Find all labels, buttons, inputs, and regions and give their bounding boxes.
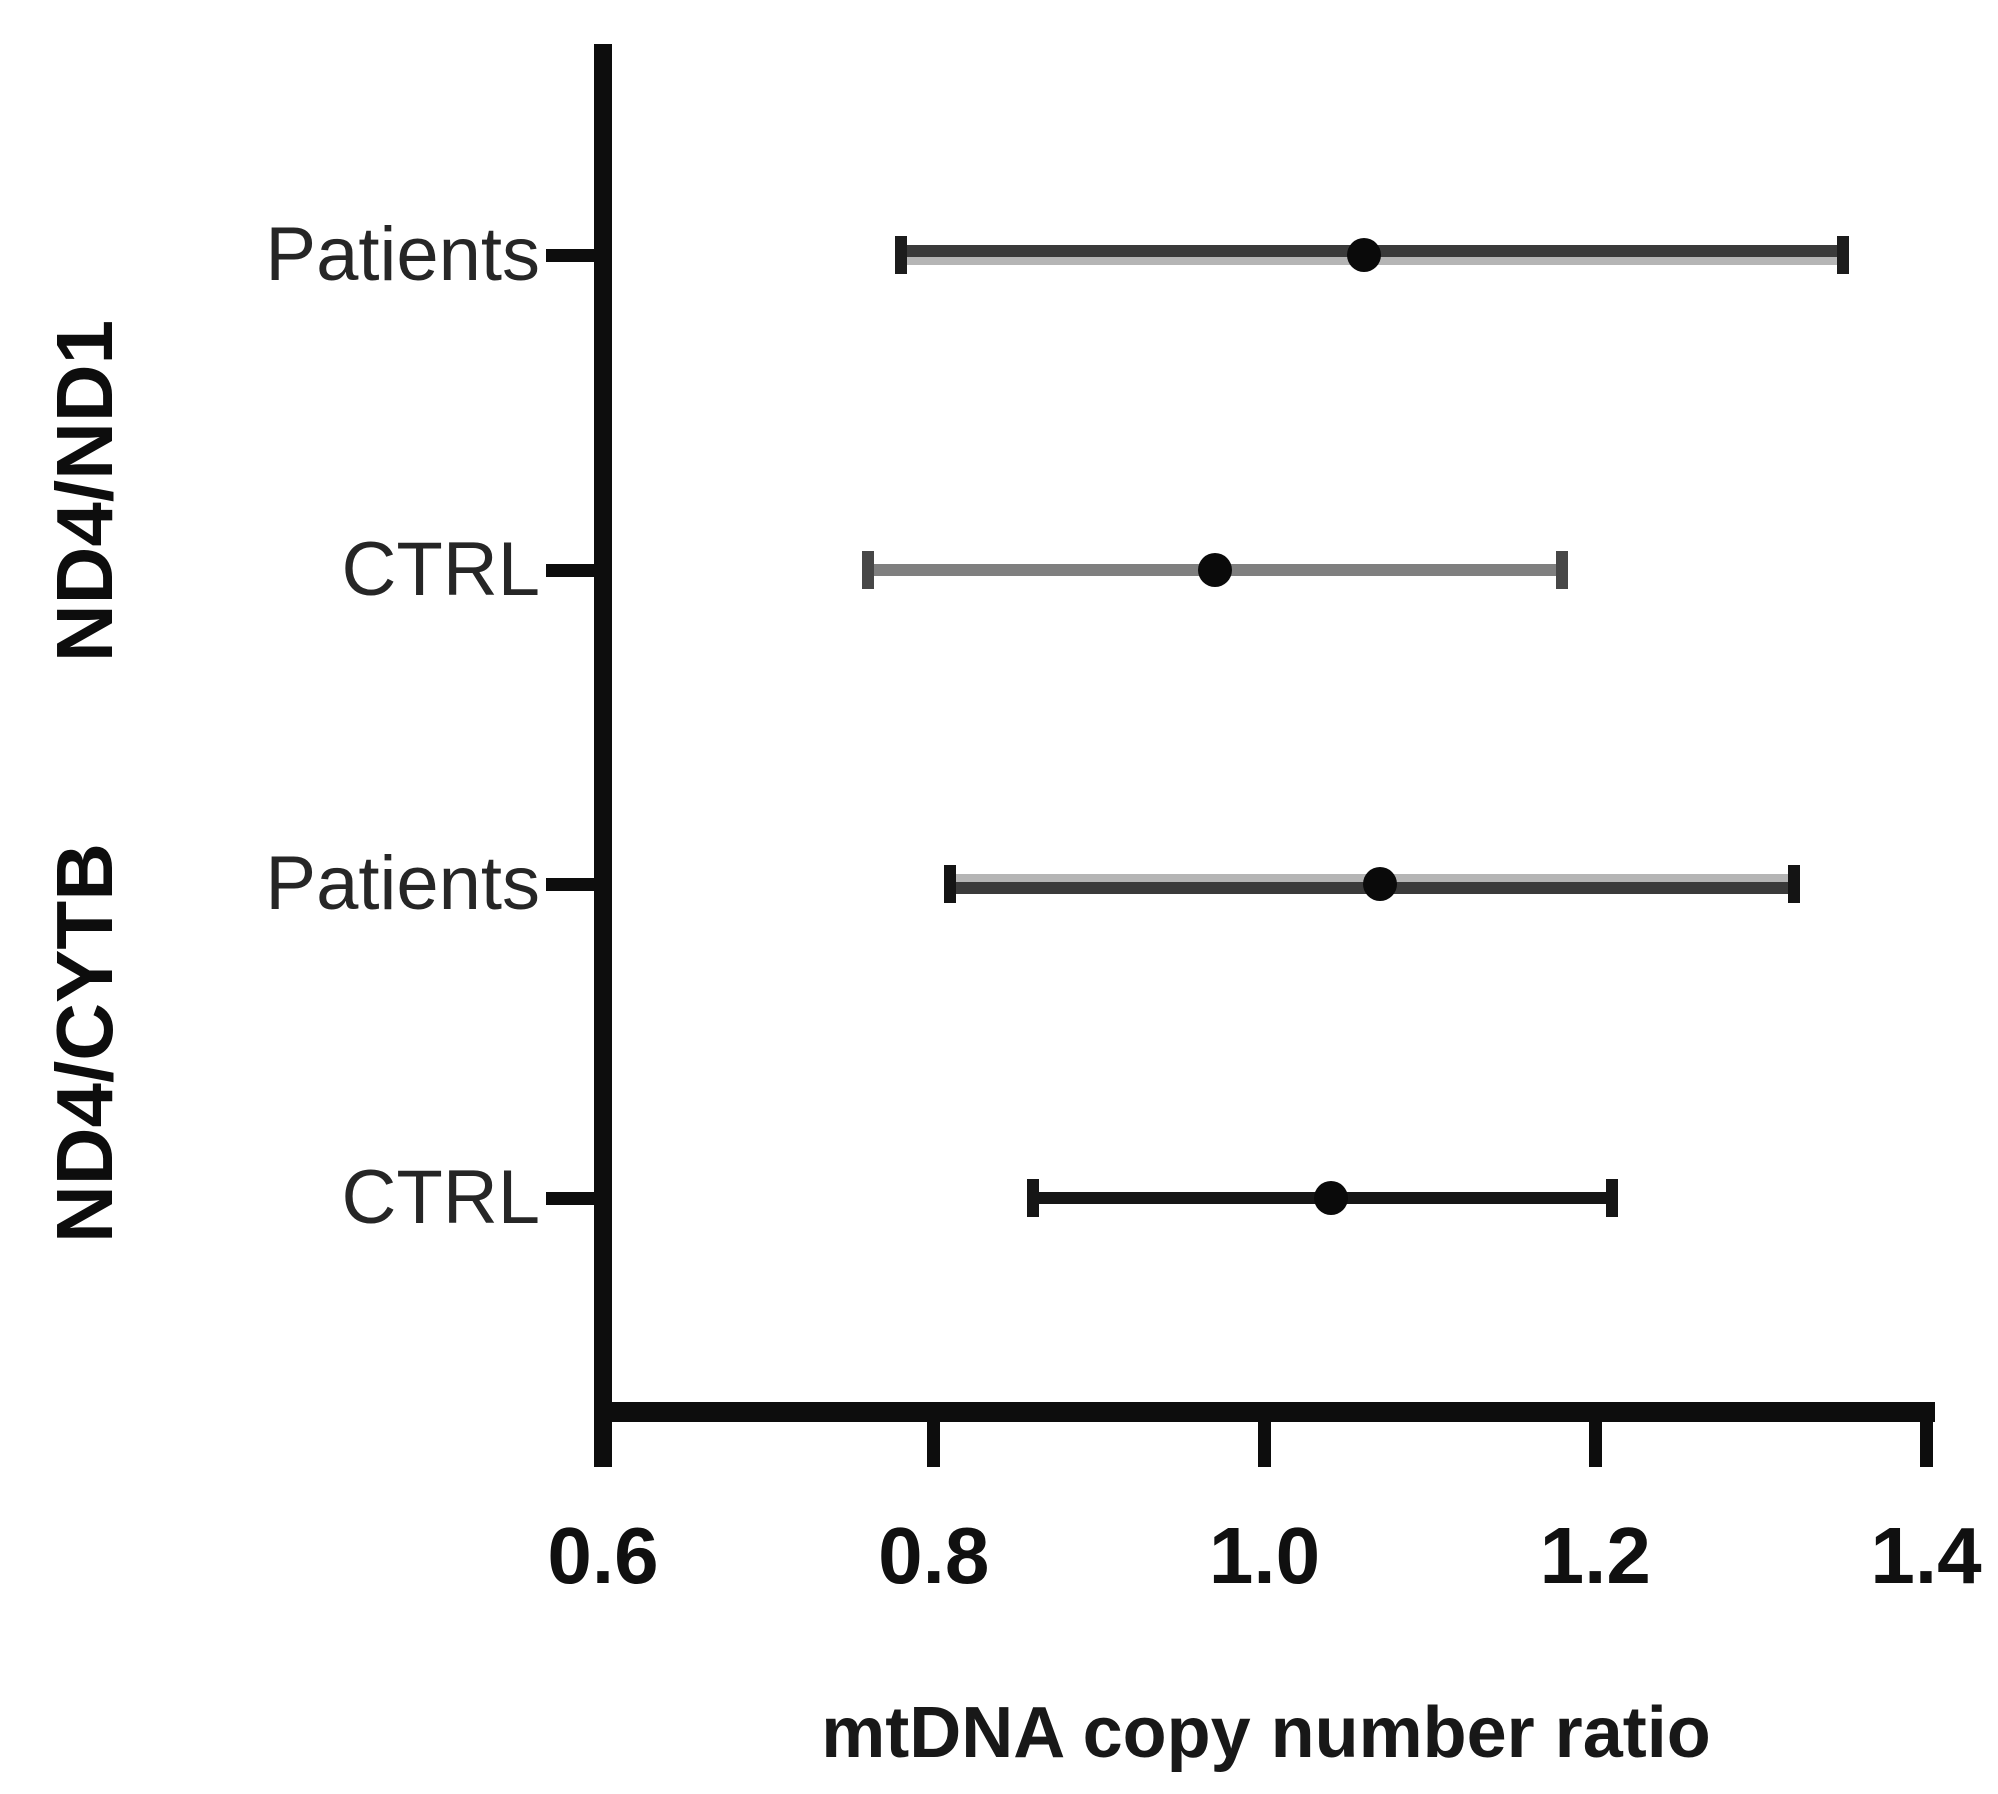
mean-marker — [1197, 553, 1232, 587]
y-axis-tick — [546, 1191, 594, 1205]
error-bar-cap-left — [1026, 1179, 1039, 1217]
error-bar-cap-left — [861, 551, 874, 589]
x-tick-label: 1.4 — [1870, 1511, 1982, 1600]
x-axis-title: mtDNA copy number ratio — [821, 1693, 1711, 1773]
y-axis-tick — [546, 248, 594, 262]
error-bar-cap-right — [1556, 551, 1569, 589]
x-axis-tick — [1258, 1402, 1271, 1467]
y-axis-tick — [546, 563, 594, 577]
row-label: CTRL — [341, 527, 540, 612]
error-bar-cap-right — [1837, 236, 1850, 274]
group-label: ND4/ND1 — [40, 319, 129, 662]
x-tick-label: 0.6 — [547, 1511, 659, 1600]
error-bar-cap-left — [894, 236, 907, 274]
mean-marker — [1313, 1181, 1348, 1215]
x-tick-label: 1.2 — [1539, 1511, 1651, 1600]
x-axis-tick — [1588, 1402, 1602, 1467]
x-axis-tick — [927, 1402, 941, 1467]
mean-marker — [1346, 238, 1381, 272]
x-tick-label: 1.0 — [1208, 1511, 1321, 1600]
y-axis-line — [594, 44, 612, 1467]
error-bar-cap-left — [944, 865, 957, 903]
row-label: CTRL — [341, 1155, 540, 1240]
row-label: Patients — [265, 841, 540, 926]
group-label: ND4/CYTB — [40, 842, 129, 1244]
error-bar-cap-right — [1787, 865, 1800, 903]
y-axis-tick — [546, 877, 594, 891]
mean-marker — [1363, 867, 1398, 901]
row-label: Patients — [265, 212, 540, 297]
x-axis-tick — [1919, 1402, 1933, 1467]
x-tick-label: 0.8 — [878, 1511, 990, 1600]
error-bar-cap-right — [1605, 1179, 1618, 1217]
